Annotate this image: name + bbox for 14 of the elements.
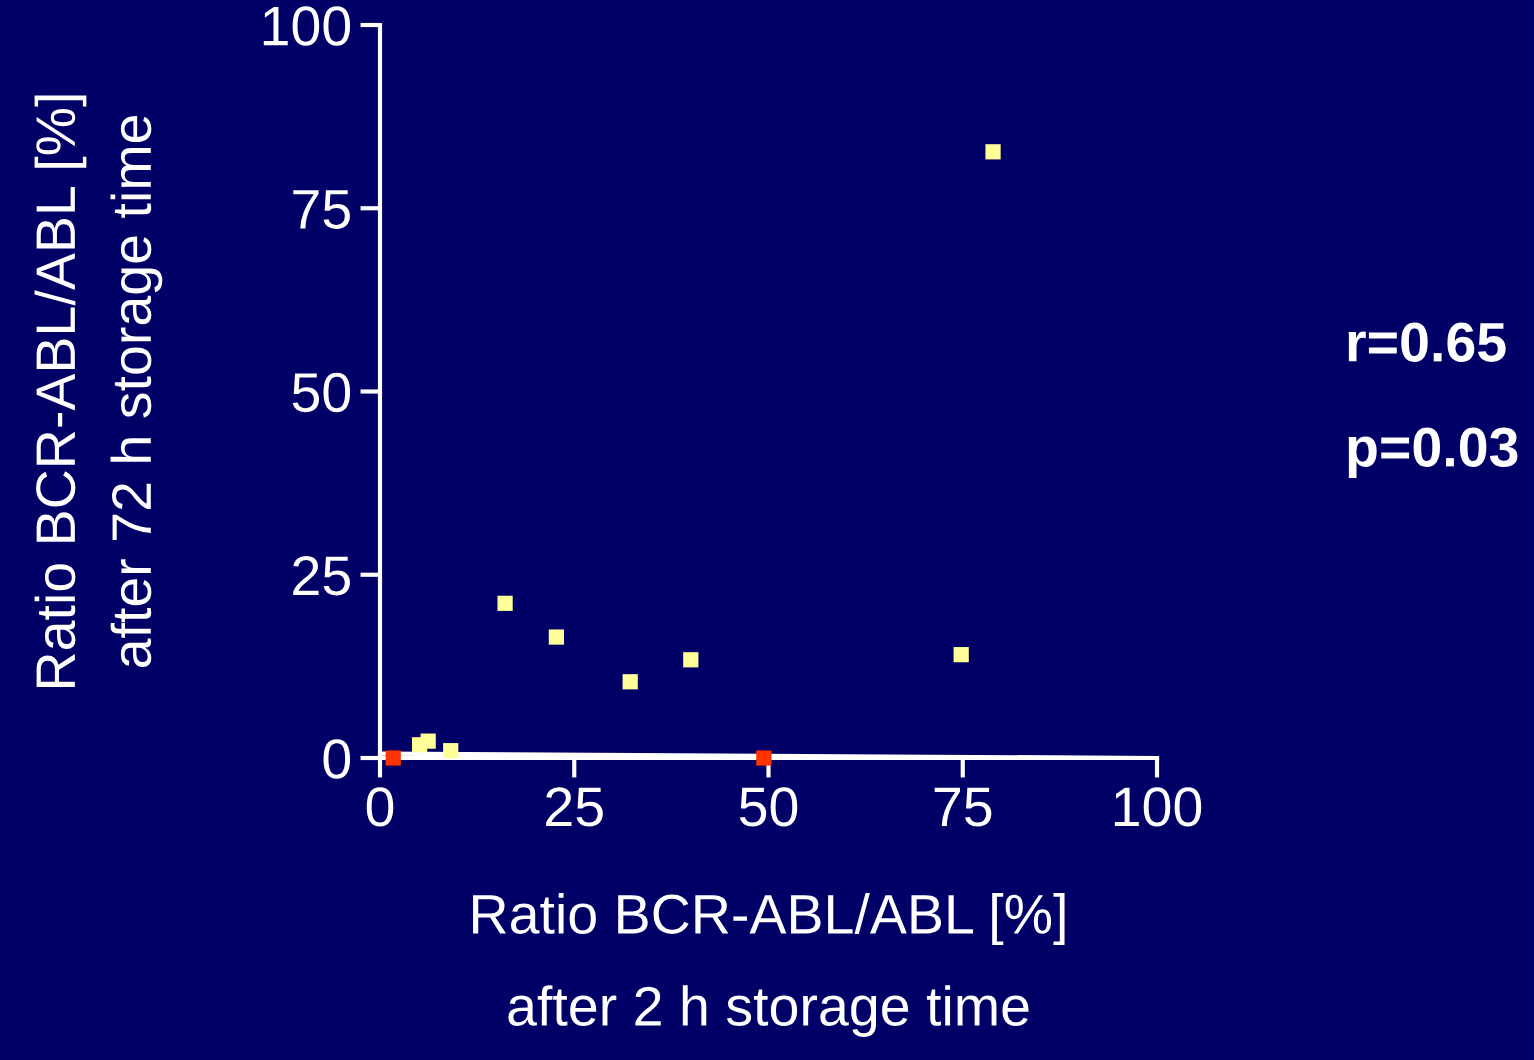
x-tick-label: 75 — [934, 787, 992, 827]
y-axis-title: Ratio BCR-ABL/ABL [%] after 72 h storage time — [34, 95, 163, 687]
x-tick-label: 0 — [366, 787, 394, 827]
text: p=0.03 — [1348, 427, 1518, 478]
y-tick-label: 50 — [292, 372, 351, 413]
y-tick-label: 25 — [293, 556, 350, 596]
text: r=0.65 — [1348, 322, 1506, 362]
x-tick-label: 25 — [546, 787, 603, 827]
y-tick-label: 100 — [263, 6, 351, 46]
x-tick-label: 50 — [739, 787, 798, 827]
x-axis-title: Ratio BCR-ABL/ABL [%] after 2 h storage time — [473, 893, 1065, 1037]
y-tick-label: 75 — [293, 190, 350, 229]
y-tick-label: 0 — [323, 739, 351, 779]
x-tick-label: 100 — [1114, 787, 1202, 827]
